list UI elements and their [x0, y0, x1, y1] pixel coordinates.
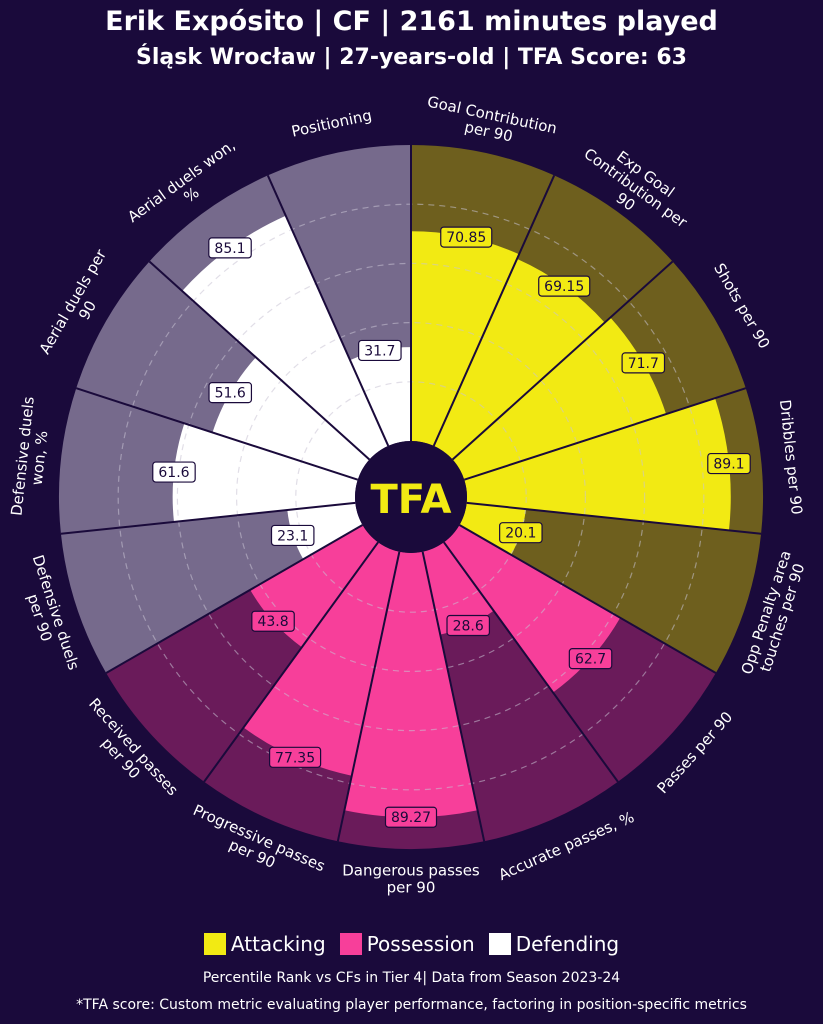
- value-label-text: 31.7: [364, 343, 395, 359]
- value-label: 20.1: [499, 522, 543, 544]
- value-label-text: 43.8: [257, 614, 288, 630]
- slice-separator: [266, 175, 390, 447]
- value-label: 43.8: [251, 610, 295, 632]
- slice-separator: [443, 541, 619, 783]
- value-label-box: [358, 339, 402, 362]
- slice-separator: [203, 541, 379, 783]
- value-label-text: 69.15: [544, 279, 584, 295]
- value-label-text: 70.85: [446, 230, 486, 246]
- value-label: 23.1: [270, 524, 315, 547]
- value-label-box: [538, 275, 591, 297]
- slice-separator: [458, 524, 717, 674]
- value-label-box: [621, 352, 666, 374]
- slice-bar: [464, 398, 731, 531]
- value-label-text: 61.6: [158, 465, 189, 481]
- value-label: 28.6: [446, 614, 491, 637]
- value-label-box: [440, 226, 493, 248]
- center-disc: [355, 441, 467, 553]
- slice-separator: [463, 387, 747, 481]
- value-label: 62.7: [568, 648, 613, 670]
- value-label: 71.7: [621, 352, 666, 374]
- slice-bar: [433, 258, 605, 460]
- legend-swatch-attacking: [203, 933, 226, 955]
- slice-separator: [466, 501, 762, 535]
- gridline: [236, 322, 586, 672]
- value-label-box: [270, 524, 315, 547]
- value-label-text: 85.1: [214, 241, 245, 257]
- value-label-box: [208, 382, 253, 404]
- slice-bar: [172, 423, 358, 522]
- slice-bar: [344, 551, 478, 818]
- footer-note: Percentile Rank vs CFs in Tier 4| Data f…: [202, 970, 621, 986]
- value-label-box: [568, 648, 613, 670]
- value-label-text: 51.6: [215, 386, 246, 402]
- value-label: 89.1: [707, 452, 751, 475]
- value-label-text: 89.1: [713, 457, 744, 473]
- legend: Attacking Possession Defending: [0, 932, 823, 956]
- slice-separator: [60, 501, 356, 535]
- legend-label-attacking: Attacking: [230, 932, 326, 956]
- value-label: 51.6: [208, 382, 253, 404]
- slice-bar: [452, 317, 667, 480]
- chart-subtitle: Śląsk Wrocław | 27-years-old | TFA Score…: [136, 45, 687, 70]
- category-label: Goal Contributionper 90: [422, 92, 558, 154]
- value-label: 31.7: [358, 339, 402, 362]
- slice-separator: [105, 524, 364, 674]
- legend-label-defending: Defending: [515, 932, 620, 956]
- category-label: Defensive duelswon, %: [7, 395, 54, 518]
- slice-bar: [350, 347, 411, 446]
- slice-separator: [421, 551, 486, 842]
- slice-separator: [148, 260, 371, 461]
- category-label: Dribbles per 90: [776, 399, 806, 516]
- value-label: 70.85: [440, 226, 493, 248]
- value-label-box: [251, 610, 295, 632]
- slice-separator: [75, 387, 359, 481]
- value-label-text: 71.7: [628, 356, 659, 372]
- value-label: 77.35: [268, 746, 322, 768]
- slice-separator: [432, 175, 556, 447]
- value-label-box: [268, 746, 322, 768]
- tfa-logo: TFA: [371, 477, 452, 523]
- category-label: Dangerous passes per 90: [342, 862, 480, 897]
- value-label-box: [208, 237, 252, 259]
- legend-item-possession: Possession: [339, 932, 475, 956]
- legend-swatch-possession: [339, 933, 362, 955]
- slice-bar: [411, 231, 520, 446]
- slice-separator: [451, 260, 674, 461]
- value-label: 85.1: [208, 237, 252, 259]
- slice-bar: [182, 215, 389, 460]
- value-label-box: [384, 806, 438, 828]
- chart-title: Erik Expósito | CF | 2161 minutes played: [105, 6, 718, 37]
- value-label-text: 20.1: [505, 526, 536, 542]
- legend-label-possession: Possession: [366, 932, 475, 956]
- value-label: 89.27: [384, 806, 438, 828]
- value-label-text: 62.7: [575, 652, 606, 668]
- category-label: Positioning: [290, 106, 374, 141]
- value-label-box: [446, 614, 491, 637]
- slice-bar: [422, 542, 494, 635]
- value-label-box: [707, 452, 751, 475]
- value-label-text: 89.27: [391, 810, 431, 826]
- value-label-text: 23.1: [277, 528, 308, 544]
- legend-swatch-defending: [488, 933, 511, 955]
- value-label-text: 77.35: [275, 750, 315, 766]
- legend-item-defending: Defending: [488, 932, 620, 956]
- slice-separator: [336, 551, 401, 842]
- value-label-text: 28.6: [453, 618, 484, 634]
- value-label: 69.15: [538, 275, 591, 297]
- value-label-box: [152, 461, 196, 483]
- value-label: 61.6: [152, 461, 196, 483]
- footer-footnote: *TFA score: Custom metric evaluating pla…: [76, 997, 747, 1013]
- slice-background: [459, 502, 762, 673]
- value-label-box: [499, 522, 543, 544]
- legend-item-attacking: Attacking: [203, 932, 326, 956]
